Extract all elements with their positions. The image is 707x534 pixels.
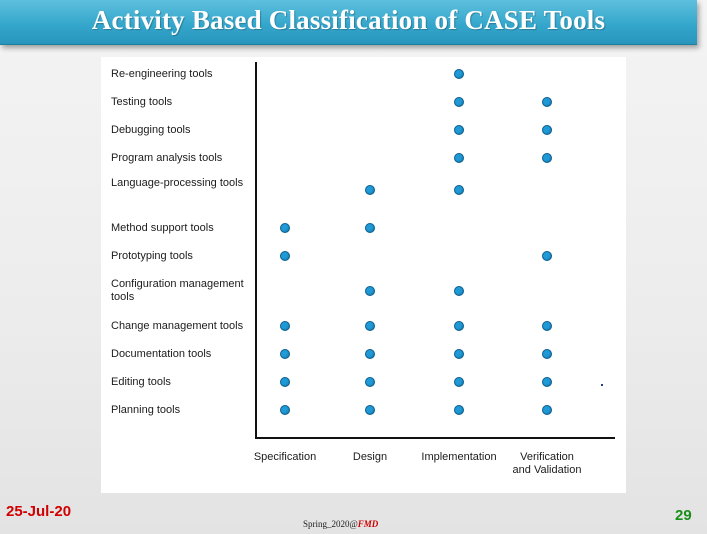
tool-label: Method support tools: [111, 221, 214, 234]
data-point: [542, 97, 552, 107]
data-point: [454, 125, 464, 135]
footer-brand: FMD: [357, 519, 379, 529]
data-point: [365, 405, 375, 415]
data-point: [280, 321, 290, 331]
x-axis-line: [255, 437, 615, 439]
slide-title: Activity Based Classification of CASE To…: [91, 5, 606, 35]
tool-label: Configuration management tools: [111, 278, 244, 303]
page-number: 29: [675, 507, 692, 524]
tool-label: Editing tools: [111, 375, 171, 388]
y-axis-line: [255, 62, 257, 438]
tool-label: Prototyping tools: [111, 249, 193, 262]
tool-label: Language-processing tools: [111, 177, 244, 189]
data-point: [454, 286, 464, 296]
stray-mark: [601, 384, 603, 386]
data-point: [454, 349, 464, 359]
tool-label: Planning tools: [111, 403, 181, 416]
data-point: [542, 321, 552, 331]
data-point: [542, 251, 552, 261]
data-point: [365, 377, 375, 387]
title-bar: Activity Based Classification of CASE To…: [0, 0, 697, 45]
data-point: [454, 321, 464, 331]
chart-panel: [101, 57, 626, 493]
tool-label: Change management tools: [111, 319, 244, 332]
data-point: [454, 97, 464, 107]
data-point: [454, 377, 464, 387]
tool-label: Testing tools: [111, 95, 173, 108]
activity-label: Verification and Validation: [512, 451, 582, 476]
data-point: [280, 251, 290, 261]
data-point: [280, 349, 290, 359]
data-point: [280, 377, 290, 387]
data-point: [454, 405, 464, 415]
data-point: [365, 185, 375, 195]
slide-footer: Spring_2020@FMD: [303, 519, 378, 529]
data-point: [280, 405, 290, 415]
data-point: [542, 125, 552, 135]
activity-label: Specification: [253, 451, 317, 463]
data-point: [365, 223, 375, 233]
tool-label: Debugging tools: [111, 123, 191, 136]
data-point: [365, 286, 375, 296]
data-point: [542, 153, 552, 163]
data-point: [454, 185, 464, 195]
tool-label: Documentation tools: [111, 347, 212, 360]
activity-label: Implementation: [421, 451, 497, 463]
data-point: [542, 405, 552, 415]
data-point: [365, 321, 375, 331]
data-point: [454, 69, 464, 79]
data-point: [454, 153, 464, 163]
data-point: [542, 377, 552, 387]
activity-label: Design: [352, 451, 388, 463]
data-point: [365, 349, 375, 359]
data-point: [280, 223, 290, 233]
slide-date: 25-Jul-20: [6, 503, 72, 520]
tool-label: Re-engineering tools: [111, 67, 213, 80]
tool-label: Program analysis tools: [111, 151, 223, 164]
footer-text: Spring_2020@: [303, 519, 358, 529]
data-point: [542, 349, 552, 359]
